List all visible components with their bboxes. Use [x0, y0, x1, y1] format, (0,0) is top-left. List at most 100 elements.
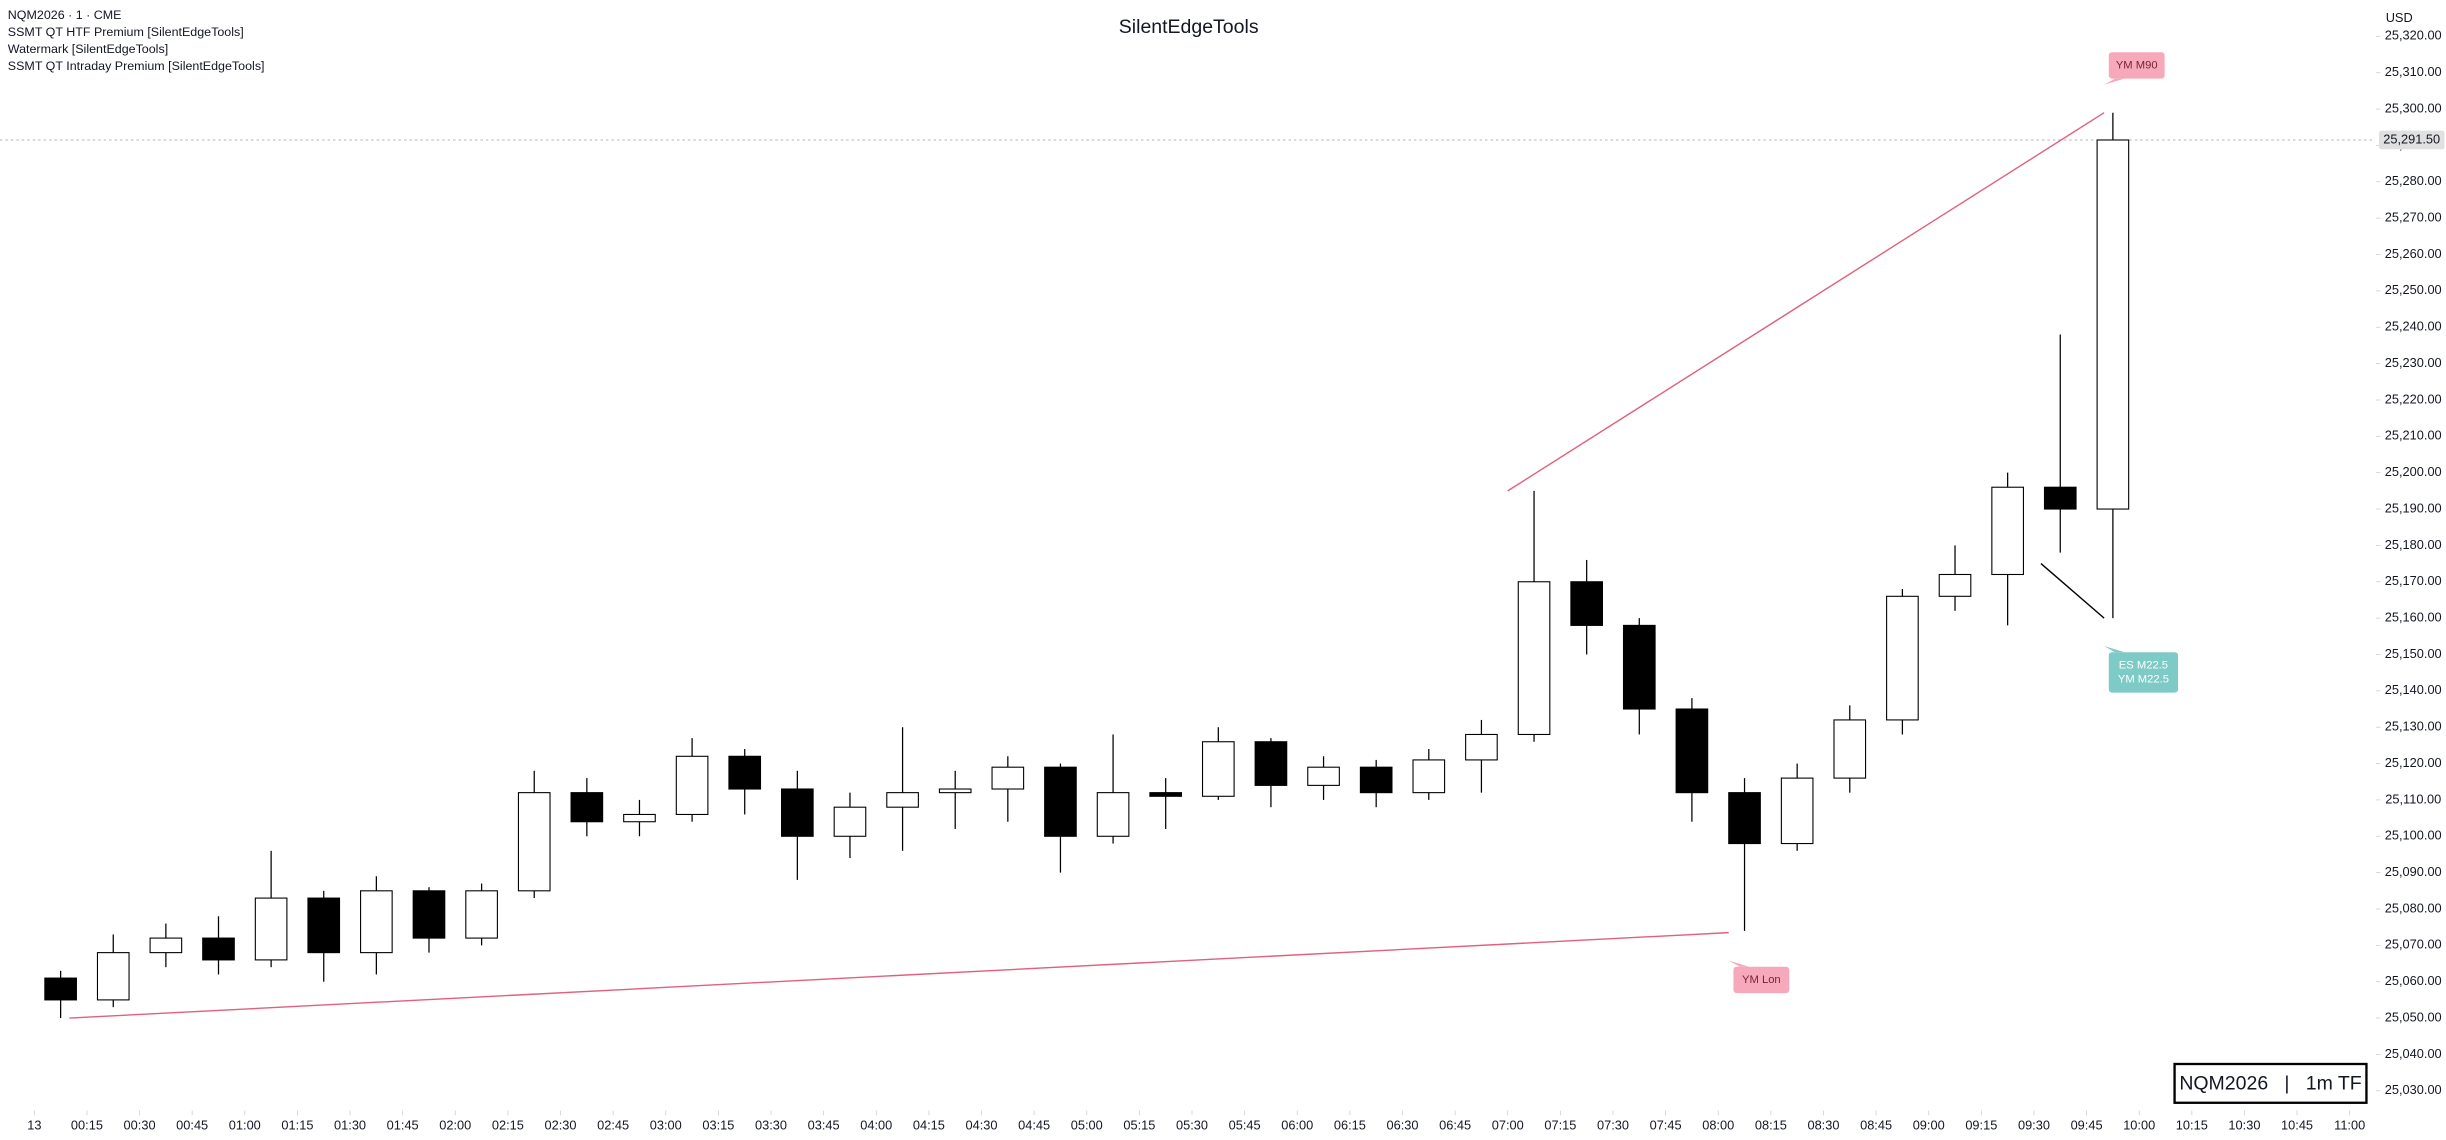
- annotation-line: [2040, 563, 2105, 619]
- candle-body: [307, 897, 341, 954]
- annotation-box: [2108, 652, 2179, 693]
- y-tick-label: 25,300.00: [2385, 100, 2442, 115]
- candle-body: [781, 788, 814, 837]
- candle-body: [1307, 766, 1340, 786]
- y-tick-label: 25,310.00: [2385, 64, 2442, 79]
- x-tick-label: 02:15: [492, 1117, 524, 1132]
- x-tick-label: 04:30: [966, 1117, 998, 1132]
- y-tick-label: 25,080.00: [2385, 900, 2442, 915]
- annotation-line: [1507, 112, 2105, 492]
- legend-line: NQM2026 · 1 · CME: [8, 8, 122, 22]
- x-tick-label: 08:45: [1860, 1117, 1892, 1132]
- watermark-box: [2173, 1062, 2368, 1104]
- chart-title: SilentEdgeTools: [1119, 16, 1259, 38]
- y-tick-label: 25,060.00: [2385, 973, 2442, 988]
- y-tick-label: 25,030.00: [2385, 1082, 2442, 1097]
- x-tick-label: 07:30: [1597, 1117, 1629, 1132]
- annotation-text: ES M22.5: [2119, 659, 2168, 671]
- annotation-line: [69, 931, 1729, 1019]
- candle-body: [1201, 741, 1235, 797]
- x-tick-label: 08:30: [1807, 1117, 1839, 1132]
- candle-body: [517, 792, 551, 892]
- x-tick-label: 06:30: [1386, 1117, 1418, 1132]
- y-tick-label: 25,320.00: [2385, 28, 2442, 43]
- y-tick-label: 25,190.00: [2385, 500, 2442, 515]
- candle-body: [675, 755, 709, 816]
- candle-body: [728, 755, 762, 790]
- candle-body: [1938, 573, 1972, 597]
- x-tick-label: 03:30: [755, 1117, 787, 1132]
- candle-body: [412, 890, 446, 939]
- x-tick-label: 06:15: [1334, 1117, 1366, 1132]
- candle-body: [1991, 486, 2024, 576]
- watermark-text: NQM2026 | 1m TF: [2179, 1072, 2361, 1094]
- candle-body: [1728, 792, 1761, 845]
- candle-body: [96, 952, 130, 1001]
- x-tick-label: 09:30: [2018, 1117, 2050, 1132]
- y-tick-label: 25,270.00: [2385, 210, 2442, 225]
- candle-body: [44, 977, 77, 1001]
- candle-body: [149, 937, 183, 954]
- y-tick-label: 25,200.00: [2385, 464, 2442, 479]
- y-tick-label: 25,180.00: [2385, 537, 2442, 552]
- x-tick-label: 05:00: [1071, 1117, 1103, 1132]
- candle-body: [254, 897, 288, 961]
- x-tick-label: 04:00: [860, 1117, 892, 1132]
- x-tick-label: 01:45: [387, 1117, 419, 1132]
- candle-body: [1465, 733, 1498, 761]
- x-tick-label: 03:15: [702, 1117, 734, 1132]
- y-tick-label: 25,110.00: [2385, 791, 2441, 806]
- y-tick-label: 25,260.00: [2385, 246, 2442, 261]
- candle-body: [938, 788, 972, 794]
- x-tick-label: 00:45: [176, 1117, 208, 1132]
- annotation-box: [2108, 52, 2165, 79]
- candle-body: [1833, 719, 1867, 779]
- candle-body: [1622, 624, 1656, 710]
- x-tick-label: 06:45: [1439, 1117, 1471, 1132]
- x-tick-label: 10:15: [2176, 1117, 2208, 1132]
- x-tick-label: 08:00: [1702, 1117, 1734, 1132]
- x-tick-label: 00:15: [71, 1117, 103, 1132]
- last-price-box: [2378, 130, 2445, 150]
- annotation-box: [1733, 966, 1790, 994]
- y-tick-label: 25,120.00: [2385, 755, 2442, 770]
- annotation-pointer: [1728, 960, 1750, 967]
- candle-body: [833, 806, 867, 837]
- annotation-pointer: [2104, 78, 2125, 85]
- candle-body: [1044, 766, 1077, 837]
- candle-body: [1359, 766, 1393, 794]
- last-price-label: 25,291.50: [2383, 131, 2440, 146]
- x-tick-label: 05:15: [1123, 1117, 1155, 1132]
- candle-body: [202, 937, 235, 961]
- x-tick-label: 11:00: [2334, 1117, 2365, 1132]
- x-tick-label: 04:45: [1018, 1117, 1050, 1132]
- candle-body: [1675, 708, 1709, 794]
- x-tick-label: 02:00: [439, 1117, 471, 1132]
- annotation-pointer: [2104, 646, 2125, 653]
- annotation-text: YM Lon: [1742, 974, 1781, 986]
- y-tick-label: 25,160.00: [2385, 610, 2442, 625]
- x-tick-label: 03:00: [650, 1117, 682, 1132]
- candle-body: [360, 890, 393, 954]
- x-tick-label: 05:30: [1176, 1117, 1208, 1132]
- legend-line: SSMT QT Intraday Premium [SilentEdgeTool…: [8, 59, 265, 73]
- candle-body: [991, 766, 1025, 790]
- x-tick-label: 07:00: [1492, 1117, 1524, 1132]
- candle-body: [1254, 741, 1288, 786]
- y-tick-label: 25,170.00: [2385, 573, 2442, 588]
- x-tick-label: 06:00: [1281, 1117, 1313, 1132]
- x-tick-label: 04:15: [913, 1117, 945, 1132]
- candle-body: [570, 792, 604, 823]
- y-tick-label: 25,230.00: [2385, 355, 2442, 370]
- annotation-text: YM M90: [2116, 59, 2158, 71]
- candle-body: [1517, 581, 1551, 736]
- x-tick-label: 02:45: [597, 1117, 629, 1132]
- x-tick-label: 09:00: [1913, 1117, 1945, 1132]
- x-tick-label: 02:30: [545, 1117, 577, 1132]
- x-tick-label: 01:00: [229, 1117, 261, 1132]
- candle-body: [623, 813, 656, 823]
- x-tick-label: 10:45: [2281, 1117, 2313, 1132]
- x-tick-label: 01:30: [334, 1117, 366, 1132]
- candle-body: [1886, 595, 1919, 721]
